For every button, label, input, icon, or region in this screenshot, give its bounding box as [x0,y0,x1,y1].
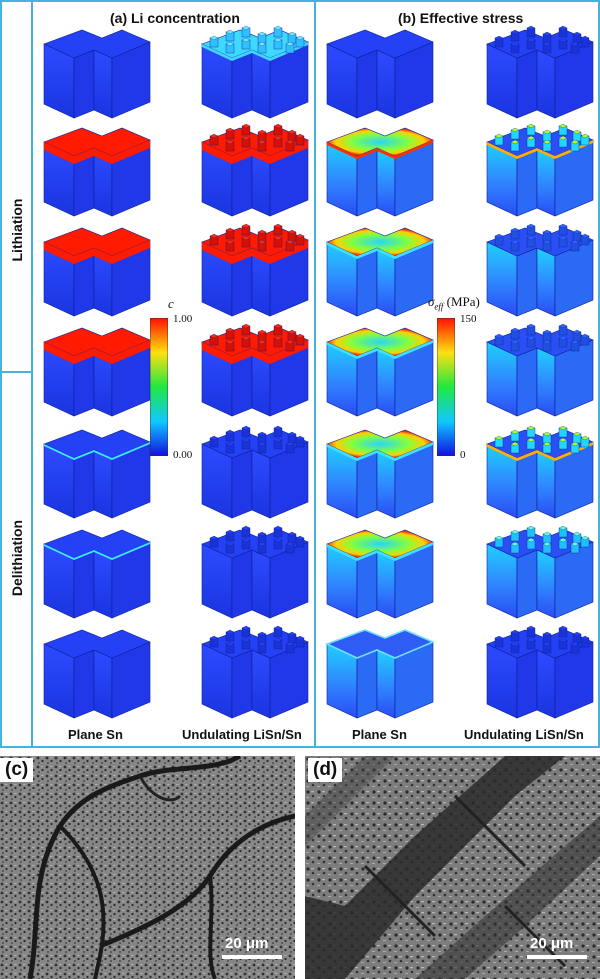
cube-row2-und-c [201,123,309,217]
cube-row5-plane-s [326,429,434,519]
column-label-undulating-a: Undulating LiSn/Sn [182,727,302,742]
cube-row3-und-s [486,223,594,317]
cube-row1-und-s [486,25,594,119]
side-label-lithiation: Lithiation [9,198,25,262]
colorbar-stress-unit: (MPa) [443,294,480,309]
micrograph-c-scale-bar [222,955,282,959]
cube-row4-und-s [486,323,594,417]
column-label-plane-b: Plane Sn [352,727,407,742]
cube-row3-und-c [201,223,309,317]
colorbar-stress-min: 0 [460,449,466,461]
cube-row4-und-c [201,323,309,417]
side-label-delithiation: Delithiation [9,519,25,597]
micrograph-c [0,756,295,979]
colorbar-stress [437,318,455,456]
colorbar-stress-sub: eff [434,301,444,312]
cube-row5-plane-c [43,429,151,519]
micrograph-c-scale-text: 20 μm [225,935,269,952]
panel-a-title: (a) Li concentration [110,10,240,26]
micrograph-d [305,756,600,979]
micrograph-c-tag: (c) [0,758,34,782]
panel-b-frame [314,0,600,748]
column-label-undulating-b: Undulating LiSn/Sn [464,727,584,742]
cube-row6-und-s [486,525,594,619]
cube-row6-plane-s [326,529,434,619]
side-label-frame-top [0,0,33,373]
cube-row5-und-c [201,425,309,519]
cube-row7-plane-s [325,629,436,719]
colorbar-c-label: c [168,296,174,311]
cube-row2-plane-c [43,127,151,217]
colorbar-stress-max: 150 [460,313,477,325]
cube-row7-plane-c [43,629,151,719]
cube-row1-und-c [201,25,309,119]
cube-row1-plane-c [43,29,151,119]
panel-b-title: (b) Effective stress [398,10,524,26]
cube-row7-und-s [486,625,594,719]
micrograph-d-scale-bar [527,955,587,959]
cube-row6-plane-c [43,529,151,619]
colorbar-c [150,318,168,456]
column-label-plane-a: Plane Sn [68,727,123,742]
cube-row4-plane-s [326,327,434,417]
micrograph-d-scale-text: 20 μm [530,935,574,952]
cube-row2-plane-s [326,127,434,217]
cube-row5-und-s [486,425,594,519]
colorbar-c-min: 0.00 [173,449,193,461]
colorbar-c-max: 1.00 [173,313,193,325]
cube-row4-plane-c [43,327,151,417]
cube-row6-und-c [201,525,309,619]
cube-row3-plane-c [43,227,151,317]
micrograph-d-tag: (d) [308,758,343,782]
cube-row7-und-c [201,625,309,719]
colorbar-stress-label: σeff (MPa) [428,294,480,312]
cube-row3-plane-s [326,227,434,317]
cube-row1-plane-s [326,29,434,119]
cube-row2-und-s [486,123,594,217]
colorbar-stress-sigma: σ [428,294,435,309]
